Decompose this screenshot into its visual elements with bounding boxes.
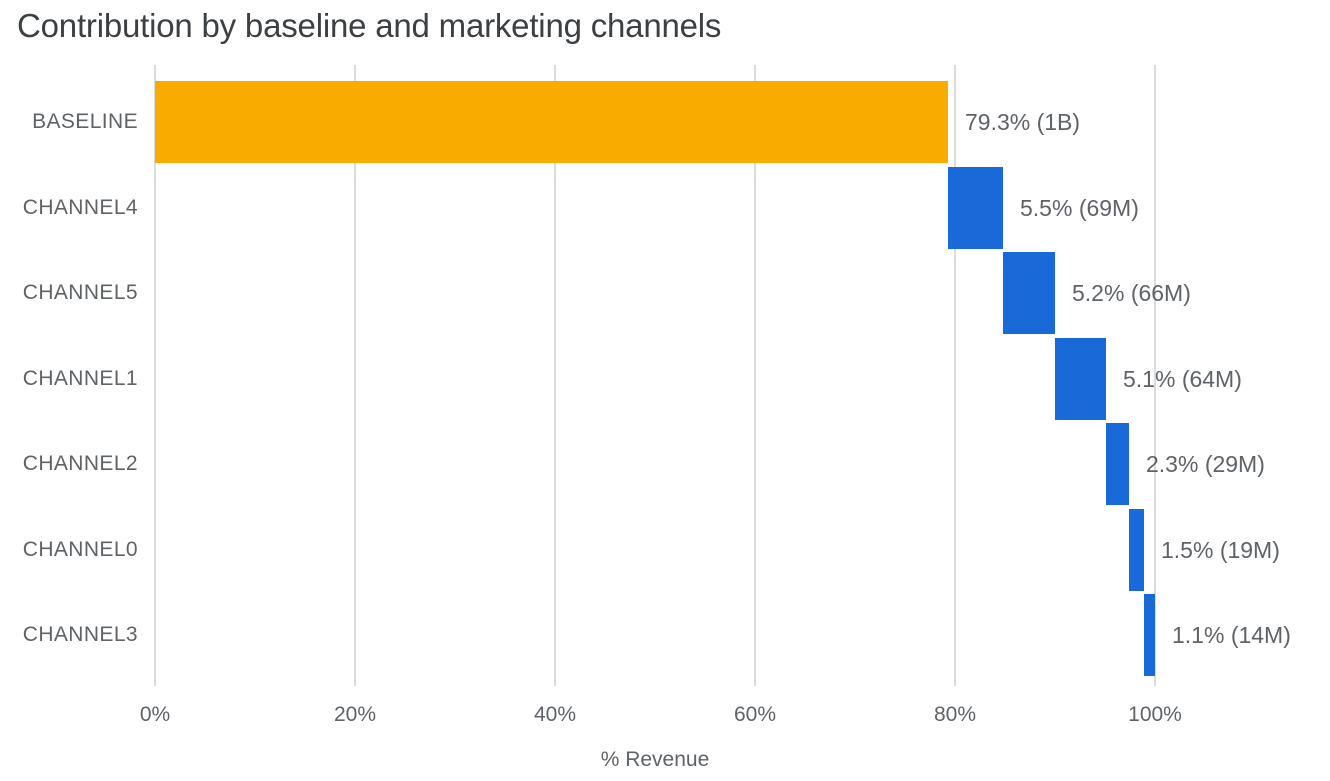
x-axis-title: % Revenue xyxy=(600,748,710,771)
gridline-0pct xyxy=(154,65,156,686)
x-tick-label: 80% xyxy=(933,703,977,726)
gridline-40pct xyxy=(554,65,556,686)
value-label-channel2: 2.3% (29M) xyxy=(1146,451,1265,477)
x-tick-label: 100% xyxy=(1128,703,1182,726)
bar-channel4 xyxy=(948,166,1003,249)
category-label-channel0: CHANNEL0 xyxy=(22,537,138,561)
bar-channel5 xyxy=(1003,252,1055,334)
x-tick-label: 60% xyxy=(733,703,777,726)
x-tick-label: 40% xyxy=(533,703,577,726)
category-label-baseline: BASELINE xyxy=(32,110,138,133)
x-tick-label: 0% xyxy=(139,703,171,726)
gridline-20pct xyxy=(354,65,356,686)
bar-baseline xyxy=(155,81,948,163)
category-label-channel3: CHANNEL3 xyxy=(22,623,138,646)
category-label-channel5: CHANNEL5 xyxy=(22,281,138,304)
gridline-100pct xyxy=(1154,65,1156,686)
chart-title: Contribution by baseline and marketing c… xyxy=(17,7,722,44)
bar-channel3 xyxy=(1144,594,1155,676)
value-label-channel4: 5.5% (69M) xyxy=(1020,194,1139,221)
value-label-channel1: 5.1% (64M) xyxy=(1123,365,1242,392)
value-label-baseline: 79.3% (1B) xyxy=(965,109,1081,135)
x-tick-label: 20% xyxy=(333,703,377,726)
value-label-channel5: 5.2% (66M) xyxy=(1072,280,1191,306)
bar-channel1 xyxy=(1055,337,1106,420)
bar-channel0 xyxy=(1129,508,1144,591)
gridline-60pct xyxy=(754,65,756,686)
category-label-channel2: CHANNEL2 xyxy=(22,452,138,475)
bar-channel2 xyxy=(1106,423,1129,505)
value-label-channel0: 1.5% (19M) xyxy=(1161,536,1280,563)
category-label-channel1: CHANNEL1 xyxy=(22,366,138,390)
value-label-channel3: 1.1% (14M) xyxy=(1172,622,1291,648)
gridline-80pct xyxy=(954,65,956,686)
category-label-channel4: CHANNEL4 xyxy=(22,195,138,219)
